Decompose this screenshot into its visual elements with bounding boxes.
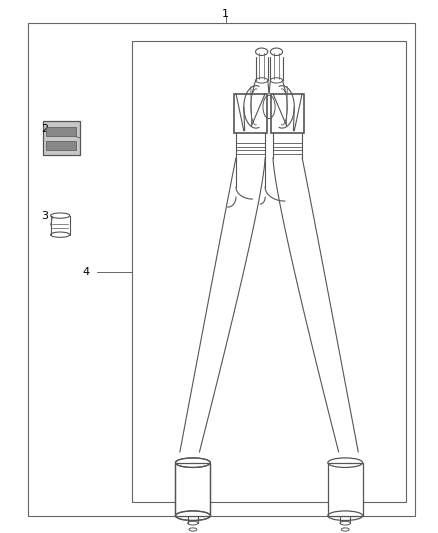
Text: 1: 1 (222, 10, 229, 19)
Bar (132, 41, 406, 503)
Bar (271, 94, 304, 133)
Bar (46, 127, 76, 136)
Text: 3: 3 (42, 211, 49, 221)
Text: 2: 2 (41, 124, 49, 134)
Bar (46, 141, 76, 150)
Bar (28, 22, 415, 516)
Bar (328, 463, 363, 516)
Bar (328, 463, 363, 516)
Bar (234, 94, 267, 133)
Text: 4: 4 (83, 267, 90, 277)
Bar (176, 463, 210, 516)
Bar (43, 120, 80, 155)
Bar (176, 463, 210, 516)
